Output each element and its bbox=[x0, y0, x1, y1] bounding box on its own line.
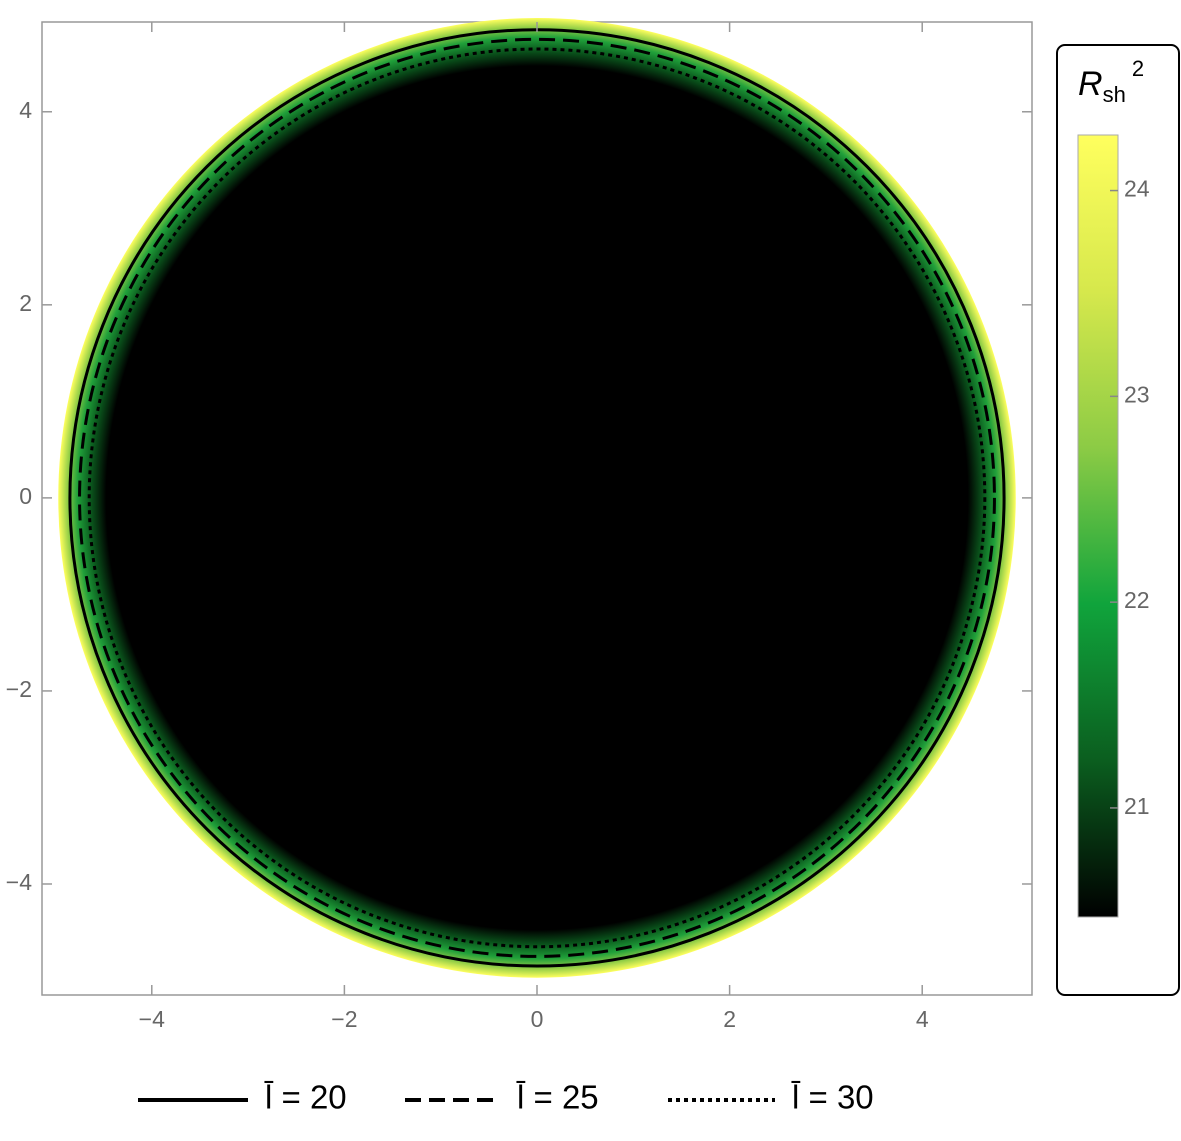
y-tick-label: −4 bbox=[6, 869, 32, 895]
x-tick-label: 4 bbox=[916, 1006, 929, 1032]
colorbar-tick-label: 22 bbox=[1124, 587, 1150, 613]
contour-curve bbox=[87, 47, 987, 949]
y-tick-label: 2 bbox=[19, 290, 32, 316]
colorbar-tick-label: 21 bbox=[1124, 793, 1150, 819]
colorbar bbox=[1077, 134, 1119, 918]
legend-label: l̄ = 30 bbox=[791, 1079, 874, 1116]
y-tick-label: 4 bbox=[19, 97, 32, 123]
colorbar-title-sup: 2 bbox=[1132, 56, 1144, 81]
x-tick-label: −2 bbox=[331, 1006, 357, 1032]
y-tick-label: 0 bbox=[19, 483, 32, 509]
x-tick-label: −4 bbox=[139, 1006, 165, 1032]
colorbar-tick-label: 23 bbox=[1124, 381, 1150, 407]
colorbar-title-sub: sh bbox=[1103, 82, 1126, 107]
legend-label: l̄ = 25 bbox=[516, 1079, 599, 1116]
legend-label: l̄ = 20 bbox=[264, 1079, 347, 1116]
y-tick-label: −2 bbox=[6, 676, 32, 702]
x-tick-label: 0 bbox=[531, 1006, 544, 1032]
colorbar-title: Rsh2 bbox=[1078, 56, 1144, 107]
shadow-disk bbox=[58, 18, 1016, 978]
colorbar-tick-label: 24 bbox=[1124, 176, 1150, 202]
colorbar-title-base: R bbox=[1078, 65, 1103, 103]
x-tick-label: 2 bbox=[723, 1006, 736, 1032]
contour-curve bbox=[78, 37, 996, 958]
